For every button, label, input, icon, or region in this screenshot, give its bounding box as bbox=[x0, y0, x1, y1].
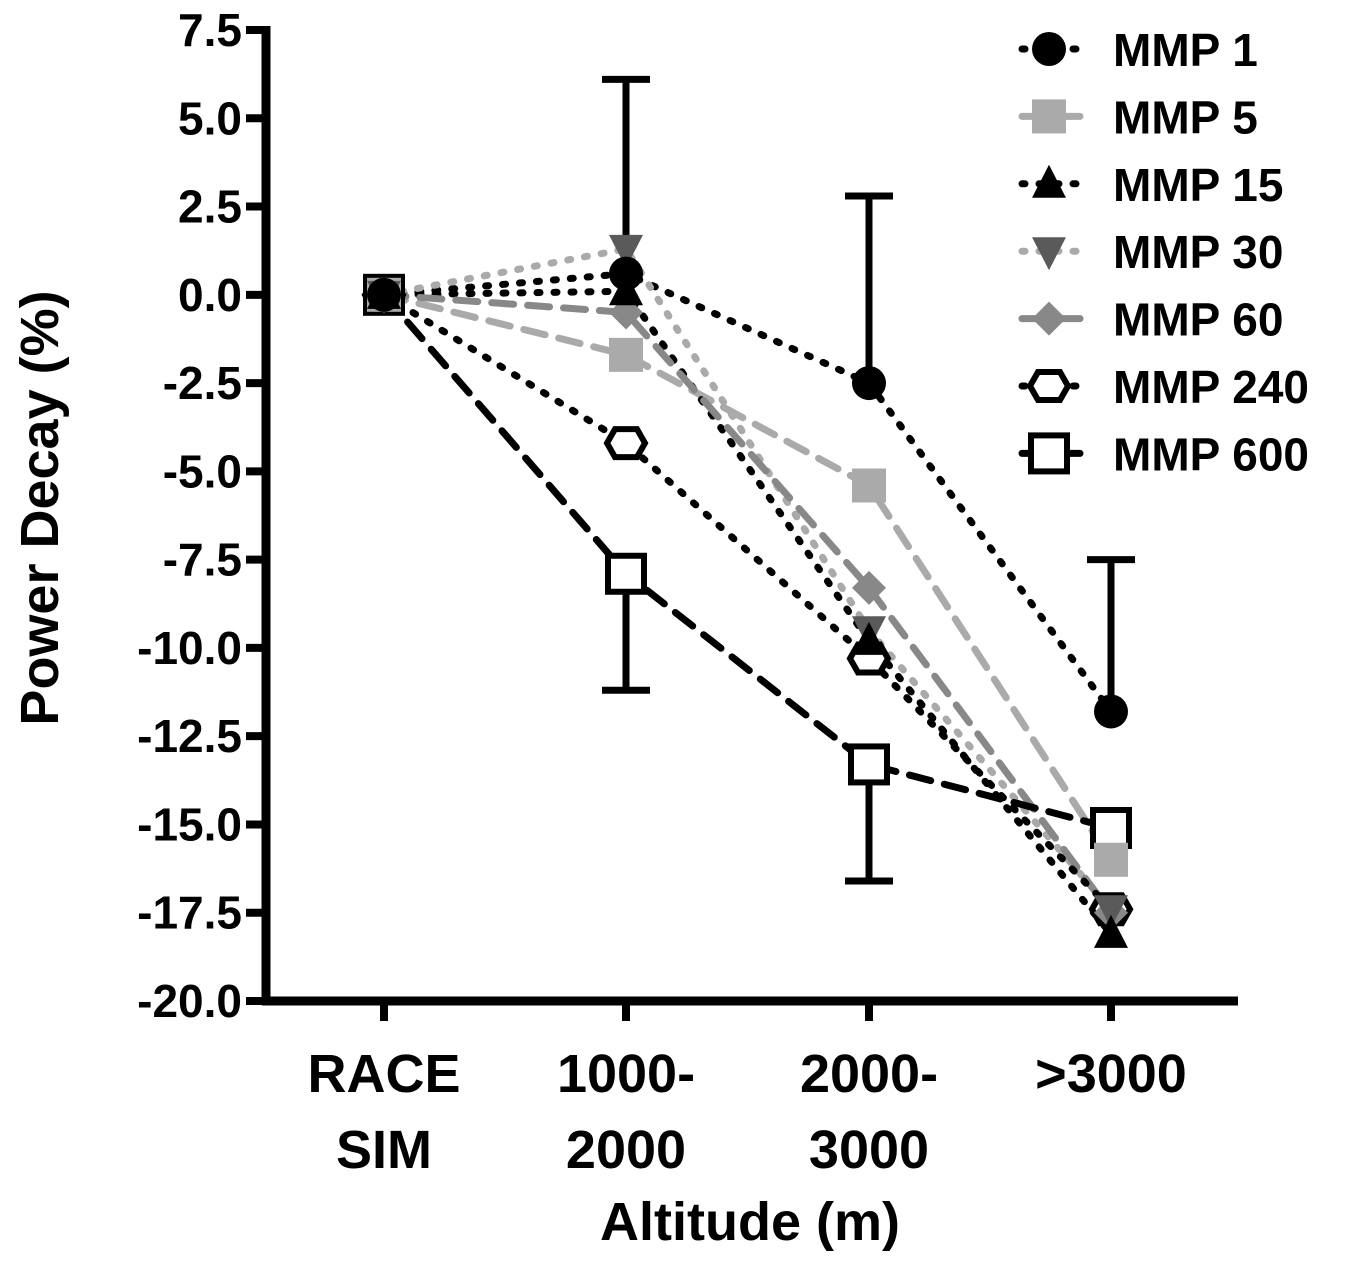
y-tick-label: -20.0 bbox=[137, 975, 242, 1027]
x-tick-label: 2000- bbox=[800, 1044, 938, 1104]
legend-label-mmp-15: MMP 15 bbox=[1113, 159, 1283, 211]
x-tick-label: >3000 bbox=[1035, 1044, 1187, 1104]
marker-mmp-15 bbox=[1094, 914, 1128, 948]
legend-marker-mmp-5 bbox=[1032, 99, 1066, 134]
y-tick-label: -7.5 bbox=[163, 534, 242, 586]
x-tick-label: 3000 bbox=[809, 1120, 929, 1180]
y-tick-label: 0.0 bbox=[178, 269, 242, 321]
legend-label-mmp-60: MMP 60 bbox=[1113, 294, 1283, 346]
legend-label-mmp-600: MMP 600 bbox=[1113, 428, 1309, 480]
x-axis-title: Altitude (m) bbox=[600, 1192, 900, 1252]
series-markers bbox=[361, 234, 1134, 948]
y-tick-label: -17.5 bbox=[137, 887, 242, 939]
marker-mmp-5 bbox=[609, 337, 643, 372]
x-tick-label: 1000- bbox=[557, 1044, 695, 1104]
y-tick-label: 5.0 bbox=[178, 92, 242, 144]
marker-mmp-5 bbox=[1094, 842, 1128, 877]
legend-label-mmp-5: MMP 5 bbox=[1113, 91, 1258, 143]
marker-mmp-60 bbox=[852, 570, 886, 605]
marker-mmp-1 bbox=[609, 256, 643, 291]
marker-mmp-30 bbox=[609, 234, 643, 268]
legend-label-mmp-30: MMP 30 bbox=[1113, 226, 1283, 278]
legend-marker-mmp-15 bbox=[1032, 164, 1066, 198]
axes-group: 7.5 5.0 2.5 0.0 -2.5 -5.0 -7.5 -10.0 -12.5 -15.0 -… bbox=[137, 4, 1238, 1180]
series-line-mmp-5 bbox=[380, 291, 1115, 864]
marker-mmp-5 bbox=[852, 468, 886, 503]
y-tick-label: -10.0 bbox=[137, 622, 242, 674]
series-line-mmp-600 bbox=[380, 291, 1115, 832]
legend-marker-mmp-240 bbox=[1026, 369, 1072, 403]
legend-marker-mmp-1 bbox=[1032, 32, 1066, 66]
legend: MMP 1 MMP 5 MMP 15 MMP 30 MMP 60 MMP 240 MMP 6… bbox=[1018, 24, 1309, 480]
legend-marker-mmp-60 bbox=[1032, 301, 1066, 336]
marker-mmp-1 bbox=[852, 366, 886, 401]
series-line-mmp-30 bbox=[380, 245, 1115, 913]
y-tick-label: 7.5 bbox=[178, 4, 242, 56]
marker-mmp-600 bbox=[848, 743, 890, 786]
legend-marker-mmp-30 bbox=[1032, 237, 1066, 271]
series-line-mmp-1 bbox=[380, 270, 1115, 715]
series-line-mmp-60 bbox=[380, 291, 1115, 917]
marker-mmp-15 bbox=[852, 621, 886, 655]
marker-mmp-30 bbox=[1094, 895, 1128, 929]
x-tick-label: 2000 bbox=[566, 1120, 686, 1180]
x-tick-label: SIM bbox=[336, 1120, 432, 1180]
series-line-mmp-240 bbox=[380, 291, 1115, 913]
marker-mmp-1 bbox=[367, 277, 401, 312]
series-line-mmp-15 bbox=[380, 287, 1115, 938]
marker-mmp-240 bbox=[603, 426, 649, 461]
legend-marker-mmp-600 bbox=[1028, 432, 1070, 475]
legend-label-mmp-240: MMP 240 bbox=[1113, 361, 1309, 413]
marker-mmp-600 bbox=[1090, 806, 1132, 849]
y-tick-label: -15.0 bbox=[137, 798, 242, 850]
series-lines bbox=[380, 245, 1115, 938]
y-tick-label: -2.5 bbox=[163, 357, 242, 409]
y-tick-label: -5.0 bbox=[163, 445, 242, 497]
y-axis-title: Power Decay (%) bbox=[10, 290, 70, 725]
y-tick-label: 2.5 bbox=[178, 181, 242, 233]
legend-label-mmp-1: MMP 1 bbox=[1113, 24, 1258, 76]
marker-mmp-1 bbox=[1094, 694, 1128, 729]
y-tick-label: -12.5 bbox=[137, 710, 242, 762]
x-tick-label: RACE bbox=[307, 1044, 460, 1104]
marker-mmp-600 bbox=[605, 552, 647, 595]
